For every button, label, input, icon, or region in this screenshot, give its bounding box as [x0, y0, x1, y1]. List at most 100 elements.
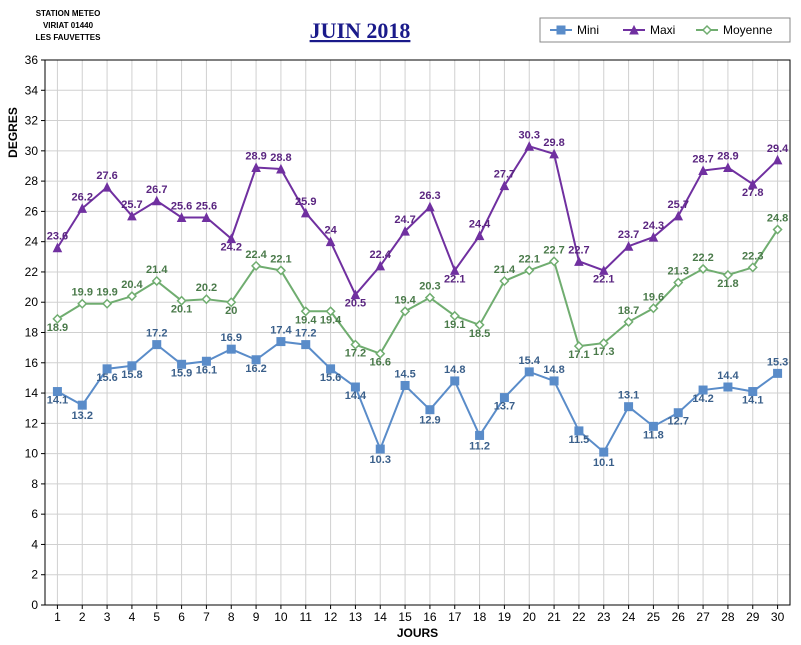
data-label: 22.1 — [593, 273, 614, 285]
x-tick-label: 27 — [696, 610, 710, 624]
y-tick-label: 20 — [25, 295, 39, 309]
x-axis-label: JOURS — [397, 626, 438, 640]
data-label: 21.4 — [494, 264, 516, 276]
y-tick-label: 22 — [25, 265, 39, 279]
data-label: 14.1 — [47, 395, 68, 407]
data-label: 14.4 — [345, 390, 367, 402]
x-tick-label: 19 — [498, 610, 512, 624]
data-label: 10.3 — [370, 454, 391, 466]
data-label: 19.9 — [96, 287, 117, 299]
x-tick-label: 6 — [178, 610, 185, 624]
x-tick-label: 29 — [746, 610, 760, 624]
y-tick-label: 30 — [25, 144, 39, 158]
x-tick-label: 21 — [547, 610, 561, 624]
data-label: 27.8 — [742, 187, 763, 199]
y-tick-label: 14 — [25, 386, 39, 400]
data-label: 24.7 — [394, 214, 415, 226]
data-label: 19.4 — [320, 314, 342, 326]
data-label: 12.9 — [419, 415, 440, 427]
data-label: 17.2 — [146, 328, 167, 340]
data-label: 26.2 — [72, 191, 93, 203]
data-label: 15.3 — [767, 356, 788, 368]
data-label: 27.6 — [96, 170, 117, 182]
x-tick-label: 15 — [398, 610, 412, 624]
data-label: 14.5 — [394, 368, 415, 380]
y-tick-label: 12 — [25, 416, 39, 430]
data-label: 19.9 — [72, 287, 93, 299]
data-label: 14.2 — [692, 393, 713, 405]
data-label: 16.1 — [196, 364, 217, 376]
temperature-chart: STATION METEOVIRIAT 01440LES FAUVETTESJU… — [0, 0, 801, 645]
y-tick-label: 18 — [25, 326, 39, 340]
data-label: 11.5 — [569, 434, 590, 446]
x-tick-label: 20 — [523, 610, 537, 624]
logo-line3: LES FAUVETTES — [36, 33, 102, 42]
data-label: 11.8 — [643, 429, 664, 441]
data-label: 20.3 — [419, 281, 440, 293]
data-label: 22.2 — [692, 252, 713, 264]
data-label: 25.7 — [121, 199, 142, 211]
data-label: 15.6 — [96, 372, 117, 384]
data-label: 27.7 — [494, 169, 515, 181]
x-tick-label: 23 — [597, 610, 611, 624]
data-label: 14.8 — [444, 364, 465, 376]
data-label: 25.9 — [295, 196, 316, 208]
legend-label: Moyenne — [723, 23, 773, 37]
y-tick-label: 16 — [25, 356, 39, 370]
data-label: 15.8 — [121, 369, 142, 381]
legend: MiniMaxiMoyenne — [540, 18, 790, 42]
data-label: 22.7 — [543, 244, 564, 256]
y-tick-label: 2 — [31, 568, 38, 582]
data-label: 20.4 — [121, 279, 143, 291]
data-label: 18.9 — [47, 322, 68, 334]
y-tick-label: 10 — [25, 447, 39, 461]
data-label: 24.2 — [221, 242, 242, 254]
data-label: 25.6 — [196, 200, 217, 212]
data-label: 15.4 — [519, 355, 541, 367]
x-tick-label: 16 — [423, 610, 437, 624]
y-axis-label: DEGRES — [6, 107, 20, 158]
data-label: 25.7 — [668, 199, 689, 211]
data-label: 16.6 — [370, 357, 391, 369]
x-tick-label: 1 — [54, 610, 61, 624]
x-tick-label: 2 — [79, 610, 86, 624]
data-label: 22.7 — [568, 244, 589, 256]
x-tick-label: 26 — [672, 610, 686, 624]
data-label: 19.1 — [444, 319, 465, 331]
data-label: 21.8 — [717, 278, 738, 290]
data-label: 20.5 — [345, 298, 366, 310]
x-tick-label: 8 — [228, 610, 235, 624]
data-label: 17.3 — [593, 346, 614, 358]
data-label: 14.4 — [717, 370, 739, 382]
x-tick-label: 10 — [274, 610, 288, 624]
data-label: 28.9 — [717, 150, 738, 162]
data-label: 17.2 — [345, 348, 366, 360]
data-label: 26.7 — [146, 184, 167, 196]
data-label: 16.9 — [221, 332, 242, 344]
x-tick-label: 4 — [129, 610, 136, 624]
data-label: 13.1 — [618, 390, 639, 402]
x-tick-label: 13 — [349, 610, 363, 624]
x-tick-label: 12 — [324, 610, 338, 624]
x-tick-label: 22 — [572, 610, 586, 624]
data-label: 22.3 — [742, 250, 763, 262]
x-tick-label: 11 — [300, 610, 313, 624]
data-label: 24.8 — [767, 213, 788, 225]
data-label: 10.1 — [593, 457, 614, 469]
data-label: 23.7 — [618, 229, 639, 241]
data-label: 15.9 — [171, 367, 192, 379]
data-label: 15.6 — [320, 372, 341, 384]
data-label: 26.3 — [419, 190, 440, 202]
x-tick-label: 14 — [374, 610, 388, 624]
logo-line1: STATION METEO — [36, 9, 101, 18]
data-label: 22.4 — [245, 249, 267, 261]
data-label: 24.4 — [469, 219, 491, 231]
data-label: 30.3 — [519, 129, 540, 141]
data-label: 14.8 — [543, 364, 564, 376]
data-label: 22.1 — [519, 253, 540, 265]
y-tick-label: 36 — [25, 53, 39, 67]
data-label: 20 — [225, 305, 237, 317]
data-label: 17.1 — [568, 349, 589, 361]
data-label: 13.7 — [494, 401, 515, 413]
data-label: 24.3 — [643, 220, 664, 232]
